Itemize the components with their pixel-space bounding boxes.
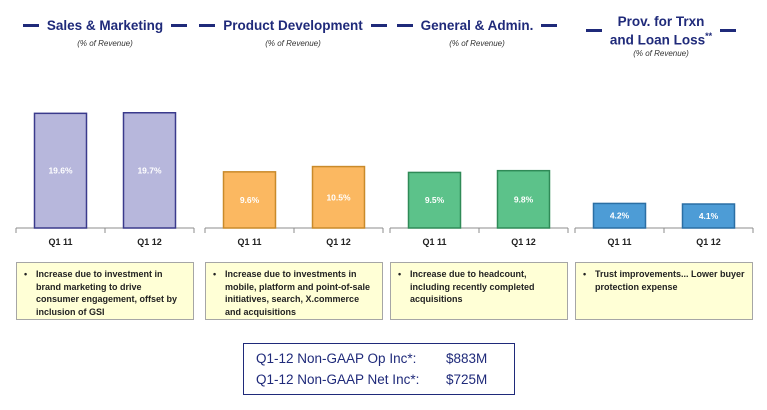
bar-value-label: 4.2%: [610, 211, 630, 221]
panel-subtitle: (% of Revenue): [265, 39, 321, 48]
title-dash-left: [199, 24, 216, 27]
bar-q1-12: [496, 169, 551, 229]
title-dash-right: [370, 24, 387, 27]
x-tick-label: Q1 11: [422, 237, 446, 247]
bar-value-label: 4.1%: [699, 211, 719, 221]
x-tick-label: Q1 12: [137, 237, 162, 247]
note-text: Increase due to investment in brand mark…: [36, 269, 178, 317]
note-provision-loan-loss: • Trust improvements... Lower buyer prot…: [575, 262, 753, 320]
bar-value-label: 19.6%: [48, 166, 73, 176]
panel-title-row: Sales & Marketing: [16, 18, 194, 33]
note-sales-marketing: • Increase due to investment in brand ma…: [16, 262, 194, 320]
panel-title-line2: and Loan Loss: [609, 32, 706, 48]
panel-subtitle: (% of Revenue): [77, 39, 133, 48]
note-general-admin: • Increase due to headcount, including r…: [390, 262, 568, 320]
bar-q1-11: [222, 171, 277, 229]
bar-charts: 19.6% Q1 11 19.7% Q1 12 9.6% Q1 11 10.5% Q1 12 9…: [15, 112, 754, 247]
panel-title: Product Development: [223, 18, 363, 33]
bar-value-label: 9.8%: [514, 194, 534, 204]
x-tick-label: Q1 12: [696, 237, 721, 247]
bar-q1-11: [33, 112, 88, 229]
bar-q1-12: [681, 203, 736, 229]
note-bullet: •: [213, 269, 217, 279]
note-product-development: • Increase due to investments in mobile,…: [205, 262, 383, 320]
note-bullet: •: [24, 269, 28, 279]
panel-title-line1: Prov. for Trxn: [617, 14, 705, 29]
x-tick-label: Q1 11: [237, 237, 261, 247]
summary-net-value: $725M: [446, 372, 488, 387]
panel-sales-marketing: Sales & Marketing (% of Revenue): [16, 0, 194, 330]
title-dash-right: [171, 24, 188, 27]
note-bullet: •: [398, 269, 402, 279]
bar-q1-12: [122, 112, 177, 229]
title-dash-left: [396, 24, 413, 27]
panel-general-admin: General & Admin. (% of Revenue): [388, 0, 566, 330]
bar-value-label: 9.6%: [240, 195, 260, 205]
panel-product-development: Product Development (% of Revenue): [199, 0, 387, 330]
panel-title-footnote: **: [705, 31, 713, 41]
bar-q1-12: [311, 165, 366, 229]
bar-value-label: 9.5%: [425, 195, 445, 205]
title-dash-left: [585, 29, 602, 33]
bar-value-label: 10.5%: [326, 192, 351, 202]
summary-op-label: Q1-12 Non-GAAP Op Inc*:: [256, 351, 417, 366]
title-dash-right: [541, 24, 558, 27]
panel-subtitle: (% of Revenue): [449, 39, 505, 48]
x-tick-label: Q1 12: [511, 237, 536, 247]
summary-net-row: Q1-12 Non-GAAP Net Inc*: $725M: [256, 369, 514, 390]
bar-value-label: 19.7%: [137, 165, 162, 175]
panel-title: General & Admin.: [420, 18, 534, 33]
title-dash-right: [720, 29, 737, 33]
panel-title: Prov. for Trxn and Loan Loss**: [602, 14, 720, 48]
panel-title: Sales & Marketing: [46, 18, 164, 33]
summary-op-value: $883M: [446, 351, 488, 366]
note-text: Increase due to investments in mobile, p…: [225, 269, 371, 317]
x-tick-label: Q1 11: [607, 237, 631, 247]
summary-box: Q1-12 Non-GAAP Op Inc*: $883M Q1-12 Non-…: [243, 343, 515, 395]
title-dash-left: [22, 24, 39, 27]
panel-provision-loan-loss: Prov. for Trxn and Loan Loss** (% of Rev…: [572, 0, 750, 330]
summary-op-row: Q1-12 Non-GAAP Op Inc*: $883M: [256, 348, 514, 369]
x-tick-label: Q1 12: [326, 237, 351, 247]
summary-net-label: Q1-12 Non-GAAP Net Inc*:: [256, 372, 420, 387]
panel-title-row: General & Admin.: [388, 18, 566, 33]
bar-q1-11: [592, 202, 647, 229]
panel-subtitle: (% of Revenue): [633, 49, 689, 58]
note-text: Increase due to headcount, including rec…: [410, 269, 535, 304]
panel-title-row: Prov. for Trxn and Loan Loss**: [572, 14, 750, 48]
bar-q1-11: [407, 171, 462, 229]
x-tick-label: Q1 11: [48, 237, 72, 247]
panel-title-row: Product Development: [199, 18, 387, 33]
note-text: Trust improvements... Lower buyer protec…: [595, 269, 745, 292]
note-bullet: •: [583, 269, 587, 279]
